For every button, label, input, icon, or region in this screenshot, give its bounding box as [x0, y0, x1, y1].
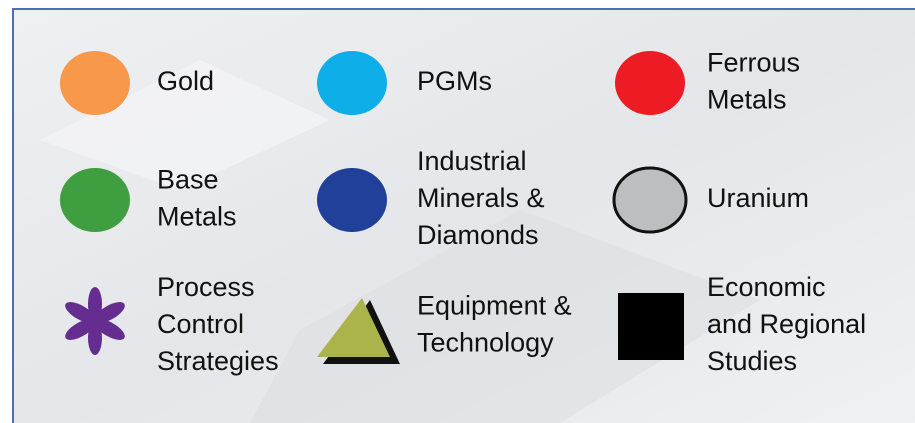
- uranium-icon: [612, 166, 688, 234]
- ferrous-icon: [615, 51, 685, 115]
- legend-label: Control: [157, 309, 244, 339]
- gold-icon: [60, 51, 130, 115]
- legend-label: Metals: [157, 202, 237, 232]
- legend-label: PGMs: [417, 66, 492, 96]
- legend-label: Equipment &: [417, 291, 572, 321]
- equipment-icon: [317, 298, 390, 357]
- legend-label: Process: [157, 272, 255, 302]
- legend-label: Technology: [417, 328, 554, 358]
- background-texture: [250, 210, 760, 423]
- legend-label: Strategies: [157, 346, 279, 376]
- legend-label: Metals: [707, 85, 787, 115]
- economic-icon: [618, 293, 684, 360]
- legend-label: Minerals &: [417, 183, 545, 213]
- legend-label: Gold: [157, 66, 214, 96]
- legend-label: Diamonds: [417, 220, 539, 250]
- pgms-icon: [317, 51, 387, 115]
- industrial-icon: [317, 168, 387, 232]
- legend-label: Industrial: [417, 146, 527, 176]
- legend-label: Base: [157, 165, 219, 195]
- legend-label: and Regional: [707, 309, 866, 339]
- legend-label: Economic: [707, 272, 826, 302]
- legend-label: Studies: [707, 346, 797, 376]
- background-texture: [40, 60, 330, 190]
- process-icon: [65, 287, 125, 355]
- legend-label: Ferrous: [707, 48, 800, 78]
- legend-label: Uranium: [707, 183, 809, 213]
- base-metals-icon: [60, 168, 130, 232]
